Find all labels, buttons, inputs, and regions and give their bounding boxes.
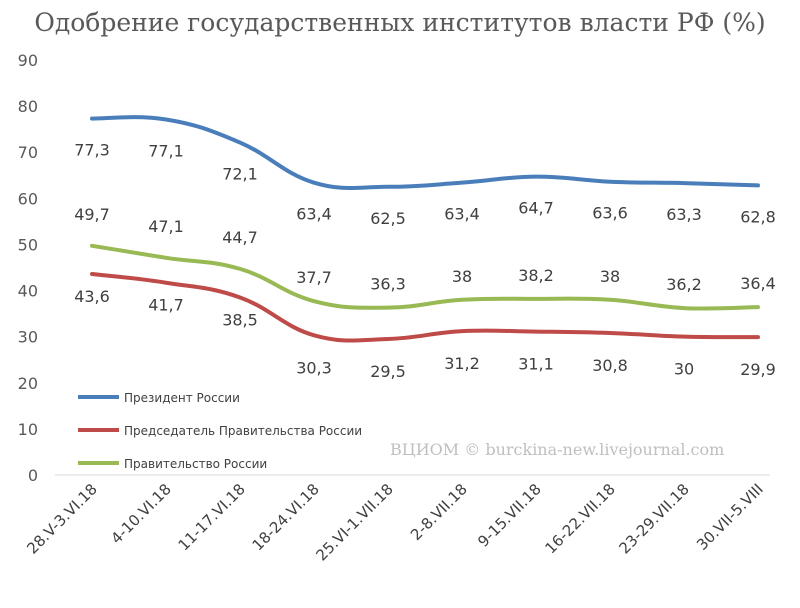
- x-tick-label: 28.V-3.VI.18: [23, 480, 100, 557]
- data-label: 44,7: [222, 228, 258, 247]
- y-tick-label: 60: [18, 189, 38, 208]
- x-tick-label: 16-22.VII.18: [542, 480, 619, 557]
- data-label: 41,7: [148, 296, 184, 315]
- data-label: 36,3: [370, 275, 406, 294]
- series-line: [90, 243, 760, 311]
- watermark: ВЦИОМ © burckina-new.livejournal.com: [390, 440, 725, 459]
- data-label: 62,5: [370, 209, 406, 228]
- data-label: 31,2: [444, 354, 480, 373]
- y-tick-label: 70: [18, 143, 38, 162]
- data-label: 36,2: [666, 275, 702, 294]
- data-label: 30: [674, 360, 694, 379]
- x-tick-label: 18-24.VI.18: [249, 480, 323, 554]
- series-line: [90, 115, 760, 191]
- data-label: 30,8: [592, 356, 628, 375]
- x-tick-label: 9-15.VII.18: [474, 480, 545, 551]
- data-label: 36,4: [740, 274, 776, 293]
- data-label: 37,7: [296, 268, 332, 287]
- y-tick-label: 30: [18, 328, 38, 347]
- x-tick-label: 11-17.VI.18: [175, 480, 249, 554]
- x-tick-label: 30.VII-5.VIII: [693, 480, 767, 554]
- data-label: 30,3: [296, 358, 332, 377]
- data-label: 72,1: [222, 165, 258, 184]
- data-label: 38,2: [518, 266, 554, 285]
- y-tick-label: 10: [18, 420, 38, 439]
- x-tick-label: 4-10.VI.18: [107, 480, 174, 547]
- y-tick-label: 80: [18, 97, 38, 116]
- data-label: 77,3: [74, 141, 110, 160]
- x-tick-label: 23-29.VII.18: [616, 480, 693, 557]
- data-label: 29,9: [740, 360, 776, 379]
- data-label: 64,7: [518, 199, 554, 218]
- data-label: 38: [600, 267, 620, 286]
- y-tick-label: 0: [28, 466, 38, 485]
- series-line: [90, 271, 760, 343]
- data-label: 63,4: [444, 205, 480, 224]
- data-label: 63,4: [296, 205, 332, 224]
- legend-label: Правительство России: [124, 457, 267, 471]
- x-tick-label: 25.VI-1.VII.18: [313, 480, 397, 564]
- data-label: 49,7: [74, 205, 110, 224]
- y-tick-label: 90: [18, 51, 38, 70]
- legend-label: Председатель Правительства России: [124, 424, 362, 438]
- data-label: 62,8: [740, 207, 776, 226]
- data-label: 63,3: [666, 205, 702, 224]
- data-label: 43,6: [74, 287, 110, 306]
- y-tick-label: 40: [18, 282, 38, 301]
- data-label: 31,1: [518, 355, 554, 374]
- y-tick-label: 20: [18, 374, 38, 393]
- legend-label: Президент России: [124, 391, 240, 405]
- x-tick-label: 2-8.VII.18: [407, 480, 471, 544]
- data-label: 47,1: [148, 217, 184, 236]
- data-label: 38,5: [222, 310, 258, 329]
- data-label: 77,1: [148, 141, 184, 160]
- data-label: 63,6: [592, 204, 628, 223]
- chart-title: Одобрение государственных институтов вла…: [34, 8, 766, 37]
- data-label: 29,5: [370, 362, 406, 381]
- y-tick-label: 50: [18, 235, 38, 254]
- data-label: 38: [452, 267, 472, 286]
